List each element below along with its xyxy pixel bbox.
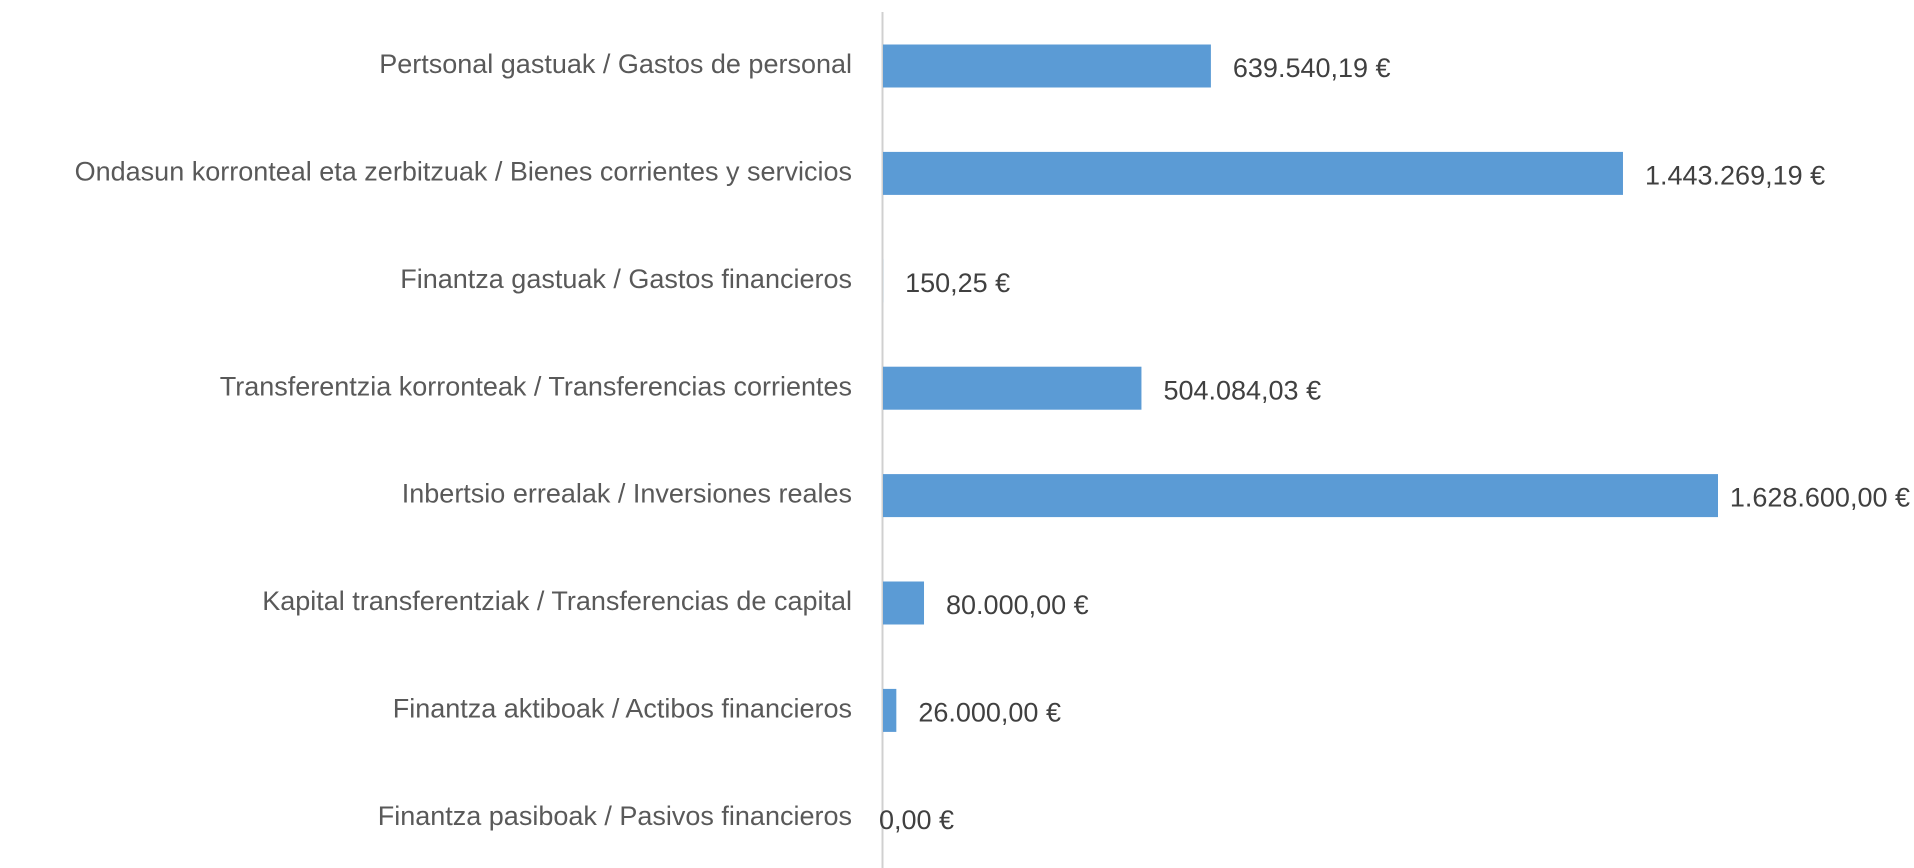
- bar: [883, 688, 897, 732]
- value-label: 150,25 €: [905, 268, 1010, 298]
- bar: [883, 44, 1211, 88]
- category-label: Finantza aktiboak / Actibos financieros: [393, 694, 852, 724]
- category-label: Transferentzia korronteak / Transferenci…: [220, 371, 852, 401]
- value-label: 1.443.269,19 €: [1645, 161, 1825, 191]
- value-label: 80.000,00 €: [946, 590, 1089, 620]
- value-label: 504.084,03 €: [1163, 375, 1321, 405]
- bar: [883, 581, 925, 625]
- bar: [883, 474, 1718, 518]
- value-label: 639.540,19 €: [1233, 53, 1391, 83]
- category-label: Inbertsio errealak / Inversiones reales: [402, 479, 852, 509]
- category-label: Ondasun korronteal eta zerbitzuak / Bien…: [75, 157, 852, 187]
- category-label: Pertsonal gastuak / Gastos de personal: [379, 49, 852, 79]
- value-label: 0,00 €: [879, 805, 954, 835]
- category-label: Finantza gastuak / Gastos financieros: [400, 264, 852, 294]
- category-label: Kapital transferentziak / Transferencias…: [262, 586, 852, 616]
- value-label: 1.628.600,00 €: [1730, 483, 1910, 513]
- category-label: Finantza pasiboak / Pasivos financieros: [378, 801, 852, 831]
- bar: [883, 366, 1142, 410]
- bar: [883, 151, 1623, 195]
- value-label: 26.000,00 €: [918, 698, 1061, 728]
